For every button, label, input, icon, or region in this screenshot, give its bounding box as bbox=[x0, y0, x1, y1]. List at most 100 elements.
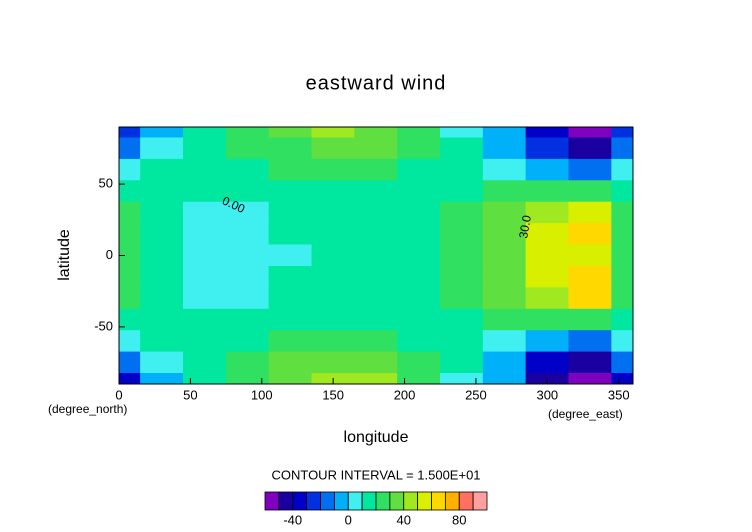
contour-cell bbox=[440, 137, 484, 160]
contour-cell bbox=[268, 373, 312, 385]
x-tick-label: 100 bbox=[251, 387, 273, 402]
colorbar-box bbox=[375, 491, 391, 511]
contour-cell bbox=[482, 373, 527, 385]
contour-cell bbox=[568, 201, 612, 224]
contour-cell bbox=[118, 223, 141, 246]
contour-cell bbox=[268, 244, 312, 267]
contour-cell bbox=[397, 351, 441, 374]
contour-cell bbox=[140, 265, 184, 288]
contour-cell bbox=[354, 308, 398, 331]
contour-cell bbox=[311, 351, 355, 374]
contour-cell bbox=[525, 126, 570, 138]
contour-cell bbox=[140, 158, 184, 181]
contour-cell bbox=[268, 126, 312, 138]
x-unit: (degree_east) bbox=[548, 407, 623, 421]
contour-cell bbox=[225, 373, 270, 385]
x-tick-label: 200 bbox=[394, 387, 416, 402]
contour-cell bbox=[225, 287, 270, 310]
contour-cell bbox=[354, 137, 398, 160]
contour-cell bbox=[311, 223, 355, 246]
contour-cell bbox=[482, 137, 527, 160]
contour-cell bbox=[440, 373, 484, 385]
contour-cell bbox=[118, 373, 141, 385]
contour-cell bbox=[225, 223, 270, 246]
contour-cell bbox=[397, 137, 441, 160]
colorbar-box bbox=[292, 491, 308, 511]
contour-cell bbox=[611, 180, 634, 203]
contour-cell bbox=[397, 126, 441, 138]
contour-cell bbox=[268, 330, 312, 353]
colorbar-tick-label: 0 bbox=[345, 512, 352, 527]
contour-cell bbox=[611, 330, 634, 353]
contour-cell bbox=[525, 223, 570, 246]
contour-cell bbox=[525, 137, 570, 160]
colorbar-box bbox=[361, 491, 377, 511]
contour-cell bbox=[140, 223, 184, 246]
contour-cell bbox=[397, 180, 441, 203]
colorbar-box bbox=[278, 491, 294, 511]
contour-cell bbox=[268, 180, 312, 203]
contour-cell bbox=[118, 287, 141, 310]
contour-cell bbox=[140, 351, 184, 374]
contour-cell bbox=[482, 180, 527, 203]
y-tick-label: 0 bbox=[106, 247, 113, 262]
contour-cell bbox=[397, 201, 441, 224]
contour-cell bbox=[354, 158, 398, 181]
x-tick-label: 300 bbox=[536, 387, 558, 402]
contour-cell bbox=[482, 308, 527, 331]
contour-cell bbox=[354, 351, 398, 374]
contour-cell bbox=[440, 180, 484, 203]
contour-cell bbox=[568, 287, 612, 310]
contour-cell bbox=[140, 126, 184, 138]
contour-cell bbox=[311, 330, 355, 353]
chart-title: eastward wind bbox=[306, 72, 447, 94]
contour-cell bbox=[118, 158, 141, 181]
contour-cell bbox=[118, 351, 141, 374]
contour-cell bbox=[311, 137, 355, 160]
contour-cell bbox=[268, 308, 312, 331]
contour-cell bbox=[568, 137, 612, 160]
y-unit: (degree_north) bbox=[48, 402, 127, 416]
contour-cell bbox=[525, 287, 570, 310]
contour-cell bbox=[611, 223, 634, 246]
contour-cell bbox=[311, 201, 355, 224]
contour-cell bbox=[183, 351, 227, 374]
contour-cell bbox=[311, 265, 355, 288]
contour-cell bbox=[311, 244, 355, 267]
contour-cell bbox=[525, 265, 570, 288]
contour-cell bbox=[311, 126, 355, 138]
contour-cell bbox=[440, 287, 484, 310]
colorbar-tick-label: 40 bbox=[397, 512, 411, 527]
contour-cell bbox=[525, 351, 570, 374]
contour-cell bbox=[611, 373, 634, 385]
contour-cell bbox=[268, 351, 312, 374]
contour-cell bbox=[183, 158, 227, 181]
contour-cell bbox=[140, 287, 184, 310]
contour-cell bbox=[611, 308, 634, 331]
contour-cell bbox=[183, 126, 227, 138]
contour-cell bbox=[140, 330, 184, 353]
colorbar-box bbox=[320, 491, 335, 511]
contour-cell bbox=[525, 308, 570, 331]
contour-cell bbox=[140, 137, 184, 160]
contour-cell bbox=[568, 308, 612, 331]
contour-cell bbox=[118, 265, 141, 288]
colorbar-box bbox=[264, 491, 280, 511]
contour-cell bbox=[354, 244, 398, 267]
contour-cell bbox=[183, 137, 227, 160]
contour-cell bbox=[140, 180, 184, 203]
contour-cell bbox=[268, 265, 312, 288]
contour-cell bbox=[268, 137, 312, 160]
contour-cell bbox=[440, 308, 484, 331]
x-tick-label: 350 bbox=[608, 387, 630, 402]
contour-cell bbox=[482, 330, 527, 353]
contour-cell bbox=[118, 137, 141, 160]
contour-cell bbox=[482, 244, 527, 267]
x-tick-label: 250 bbox=[465, 387, 487, 402]
contour-cell bbox=[354, 223, 398, 246]
colorbar-box bbox=[417, 491, 432, 511]
contour-cell bbox=[525, 330, 570, 353]
contour-cell bbox=[611, 244, 634, 267]
contour-cell bbox=[397, 244, 441, 267]
contour-cell bbox=[482, 265, 527, 288]
